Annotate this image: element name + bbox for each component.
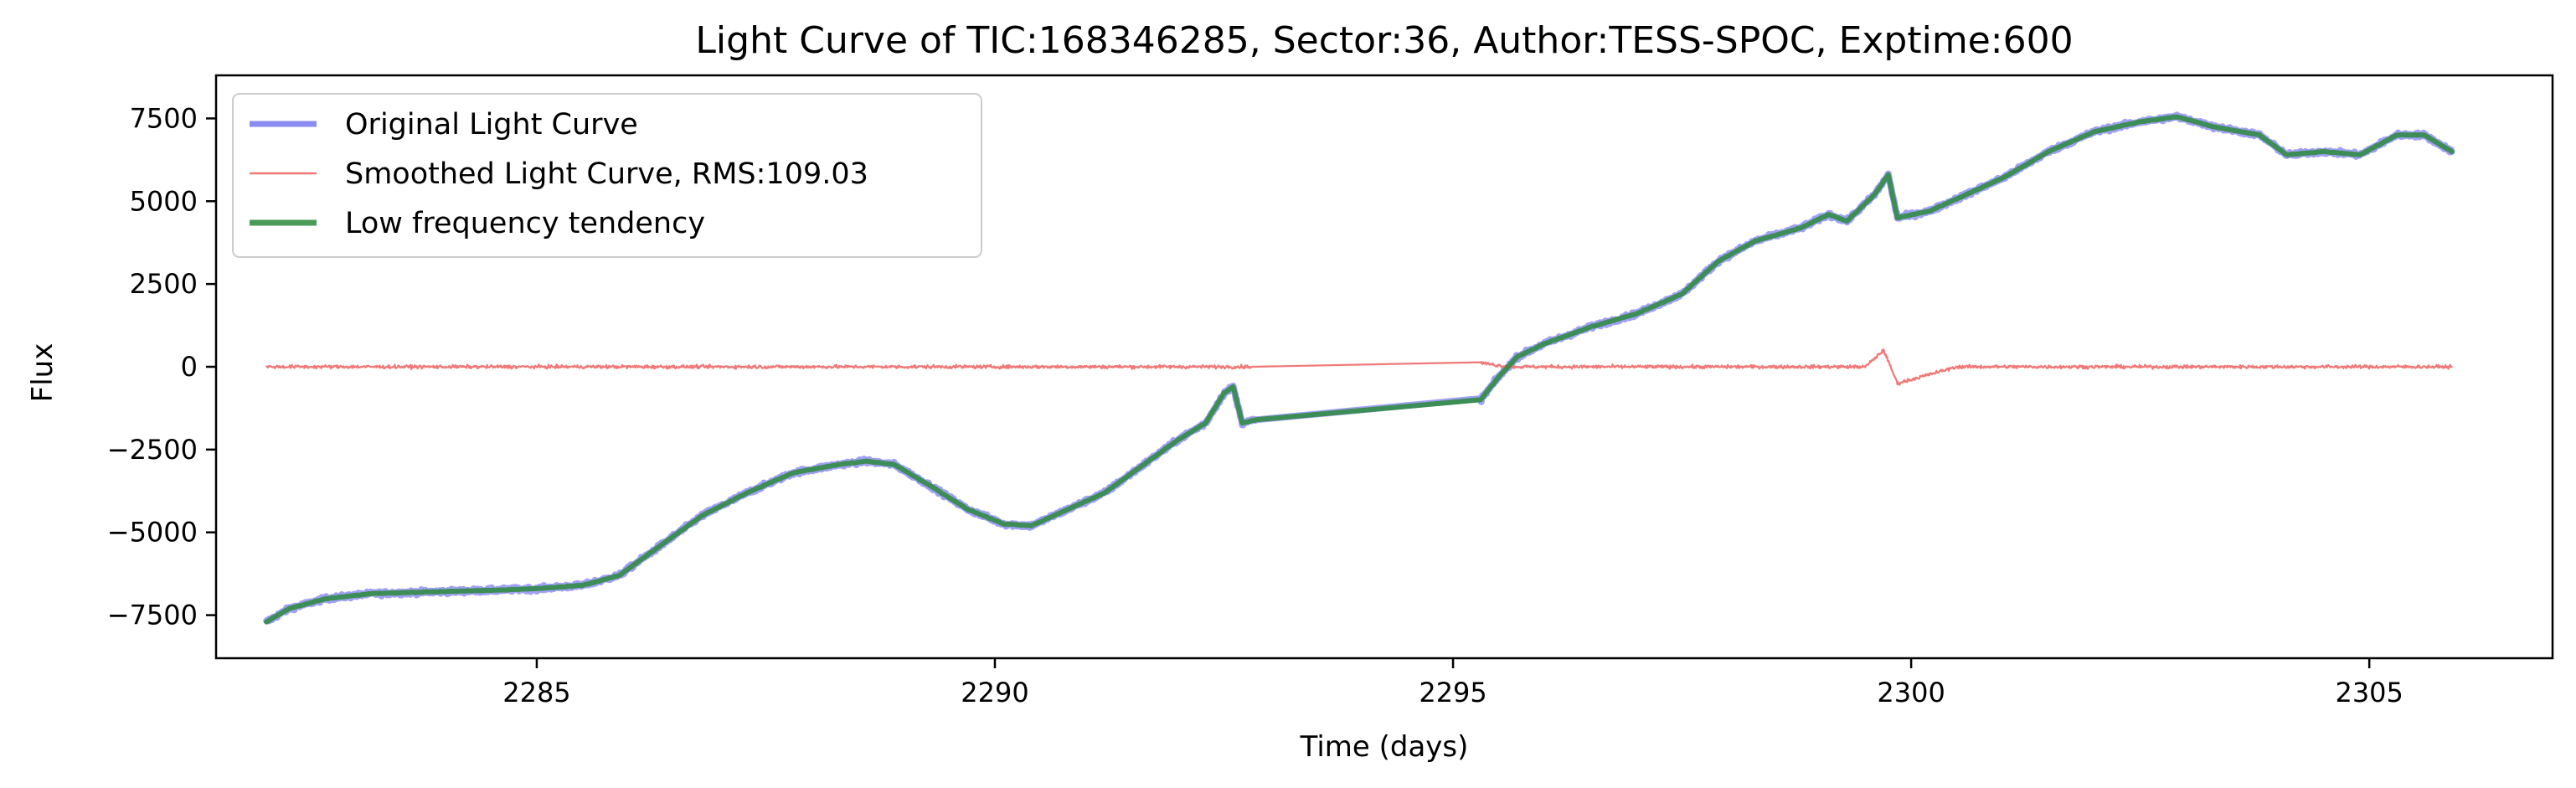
y-tick-label: 5000 xyxy=(130,185,198,217)
legend-label: Smoothed Light Curve, RMS:109.03 xyxy=(345,157,868,191)
x-tick-label: 2295 xyxy=(1419,677,1486,708)
x-tick-label: 2300 xyxy=(1877,677,1945,708)
y-tick-label: −5000 xyxy=(107,517,198,549)
low-frequency-tendency-line xyxy=(264,114,2455,625)
chart-title: Light Curve of TIC:168346285, Sector:36,… xyxy=(695,19,2073,62)
x-tick-label: 2285 xyxy=(502,677,570,708)
x-tick-label: 2305 xyxy=(2335,677,2403,708)
y-tick-label: −7500 xyxy=(107,600,198,631)
y-axis: −7500 −5000 −2500 0 2500 5000 7500 xyxy=(107,102,216,631)
legend-label: Original Light Curve xyxy=(345,108,638,142)
y-tick-label: 2500 xyxy=(130,268,198,300)
smoothed-light-curve-line xyxy=(265,348,2453,386)
series-layer xyxy=(263,111,2455,625)
y-axis-label: Flux xyxy=(26,343,59,403)
legend: Original Light Curve Smoothed Light Curve… xyxy=(232,93,982,258)
y-tick-label: −2500 xyxy=(107,434,198,466)
legend-item-tendency: Low frequency tendency xyxy=(250,207,705,240)
x-tick-label: 2290 xyxy=(961,677,1028,708)
x-axis-label: Time (days) xyxy=(1300,730,1469,764)
legend-label: Low frequency tendency xyxy=(345,207,705,240)
legend-item-original: Original Light Curve xyxy=(250,108,638,142)
legend-frame xyxy=(232,93,982,258)
legend-item-smoothed: Smoothed Light Curve, RMS:109.03 xyxy=(250,157,868,191)
y-tick-label: 7500 xyxy=(130,102,198,134)
y-tick-label: 0 xyxy=(181,351,198,383)
x-axis: 2285 2290 2295 2300 2305 xyxy=(502,658,2403,708)
